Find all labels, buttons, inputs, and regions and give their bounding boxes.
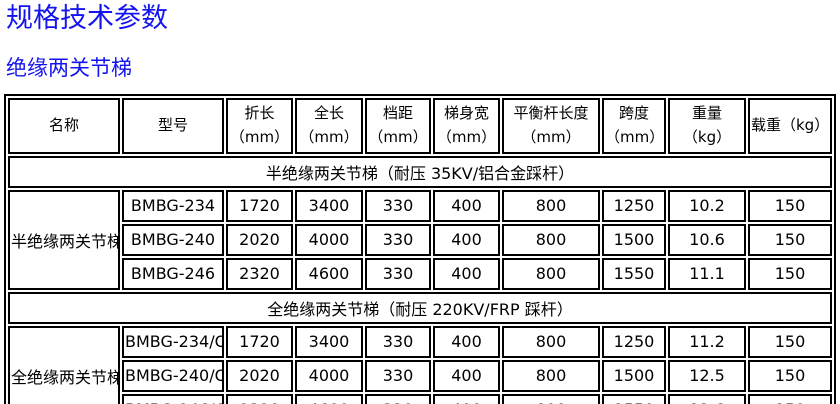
header-unit: （mm）: [368, 127, 428, 146]
table-row: BMBG-240/Q 2020 4000 330 400 800 1500 12…: [8, 359, 832, 392]
header-cell-folded-length: 折长 （mm）: [226, 97, 293, 154]
value-cell: 1500: [602, 223, 666, 256]
value-cell: 330: [365, 223, 431, 256]
model-cell: BMBG-246: [122, 257, 224, 290]
value-cell: 1550: [602, 257, 666, 290]
value-cell: 400: [433, 257, 500, 290]
header-unit: （mm）: [605, 127, 665, 146]
value-cell: 150: [748, 359, 832, 392]
group-name-cell: 半绝缘两关节梯: [8, 189, 120, 290]
value-cell: 2320: [226, 257, 293, 290]
header-label: 重量: [691, 104, 722, 123]
value-cell: 11.2: [668, 325, 746, 358]
model-cell: BMBG-240/Q: [122, 359, 224, 392]
header-label: 型号: [157, 115, 188, 134]
header-label: 平衡杆长度: [513, 104, 589, 123]
value-cell: 4000: [295, 359, 363, 392]
value-cell: 1550: [602, 393, 666, 404]
value-cell: 1250: [602, 189, 666, 222]
model-cell: BMBG-234: [122, 189, 224, 222]
value-cell: 150: [748, 393, 832, 404]
header-label: 名称: [48, 115, 79, 134]
header-unit: （mm）: [521, 127, 581, 146]
page-title: 规格技术参数: [6, 3, 168, 34]
value-cell: 330: [365, 359, 431, 392]
value-cell: 10.2: [668, 189, 746, 222]
model-cell: BMBG-246/Q: [122, 393, 224, 404]
value-cell: 400: [433, 393, 500, 404]
table-row: BMBG-246 2320 4600 330 400 800 1550 11.1…: [8, 257, 832, 290]
section-title-row: 全绝缘两关节梯（耐压 220KV/FRP 踩杆）: [8, 291, 832, 324]
table-row: 半绝缘两关节梯 BMBG-234 1720 3400 330 400 800 1…: [8, 189, 832, 290]
model-cell: BMBG-240: [122, 223, 224, 256]
value-cell: 800: [502, 223, 600, 256]
header-cell-full-length: 全长 （mm）: [295, 97, 363, 154]
value-cell: 4600: [295, 257, 363, 290]
page-subtitle: 绝缘两关节梯: [6, 56, 132, 81]
header-label: 载重（kg）: [751, 115, 830, 134]
header-cell-name: 名称: [8, 97, 120, 154]
header-cell-rung-spacing: 档距 （mm）: [365, 97, 431, 154]
value-cell: 330: [365, 393, 431, 404]
value-cell: 800: [502, 359, 600, 392]
value-cell: 800: [502, 189, 600, 222]
value-cell: 13.6: [668, 393, 746, 404]
value-cell: 11.1: [668, 257, 746, 290]
header-cell-ladder-width: 梯身宽 （mm）: [433, 97, 500, 154]
header-cell-model: 型号: [122, 97, 224, 154]
header-label: 跨度: [618, 104, 649, 123]
value-cell: 800: [502, 325, 600, 358]
value-cell: 4600: [295, 393, 363, 404]
value-cell: 1250: [602, 325, 666, 358]
group-name-cell: 全绝缘两关节梯: [8, 325, 120, 404]
header-cell-weight: 重量 （kg）: [668, 97, 746, 154]
value-cell: 330: [365, 257, 431, 290]
value-cell: 400: [433, 359, 500, 392]
value-cell: 330: [365, 189, 431, 222]
header-unit: （kg）: [682, 127, 732, 146]
header-unit: （mm）: [299, 127, 359, 146]
value-cell: 150: [748, 189, 832, 222]
spec-table: 名称 型号 折长 （mm） 全长 （mm） 档距 （mm） 梯身宽 （mm）: [4, 93, 836, 404]
value-cell: 4000: [295, 223, 363, 256]
header-row: 名称 型号 折长 （mm） 全长 （mm） 档距 （mm） 梯身宽 （mm）: [8, 97, 832, 154]
value-cell: 1720: [226, 325, 293, 358]
value-cell: 2020: [226, 359, 293, 392]
section-title-row: 半绝缘两关节梯（耐压 35KV/铝合金踩杆）: [8, 155, 832, 188]
header-cell-balance-rod-length: 平衡杆长度 （mm）: [502, 97, 600, 154]
value-cell: 3400: [295, 189, 363, 222]
value-cell: 400: [433, 325, 500, 358]
header-label: 全长: [313, 104, 344, 123]
header-label: 档距: [382, 104, 413, 123]
value-cell: 2020: [226, 223, 293, 256]
value-cell: 400: [433, 189, 500, 222]
value-cell: 150: [748, 325, 832, 358]
header-unit: （mm）: [229, 127, 290, 146]
table-row: BMBG-240 2020 4000 330 400 800 1500 10.6…: [8, 223, 832, 256]
value-cell: 800: [502, 257, 600, 290]
value-cell: 400: [433, 223, 500, 256]
header-label: 折长: [244, 104, 275, 123]
value-cell: 1720: [226, 189, 293, 222]
table-row: BMBG-246/Q 2320 4600 330 400 800 1550 13…: [8, 393, 832, 404]
section-title-semi-insulated: 半绝缘两关节梯（耐压 35KV/铝合金踩杆）: [8, 155, 832, 188]
value-cell: 150: [748, 257, 832, 290]
header-cell-load: 载重（kg）: [748, 97, 832, 154]
header-cell-span: 跨度 （mm）: [602, 97, 666, 154]
header-label: 梯身宽: [443, 104, 489, 123]
value-cell: 150: [748, 223, 832, 256]
value-cell: 12.5: [668, 359, 746, 392]
header-unit: （mm）: [436, 127, 497, 146]
value-cell: 1500: [602, 359, 666, 392]
value-cell: 2320: [226, 393, 293, 404]
value-cell: 330: [365, 325, 431, 358]
model-cell: BMBG-234/Q: [122, 325, 224, 358]
value-cell: 800: [502, 393, 600, 404]
value-cell: 3400: [295, 325, 363, 358]
table-row: 全绝缘两关节梯 BMBG-234/Q 1720 3400 330 400 800…: [8, 325, 832, 404]
value-cell: 10.6: [668, 223, 746, 256]
section-title-fully-insulated: 全绝缘两关节梯（耐压 220KV/FRP 踩杆）: [8, 291, 832, 324]
